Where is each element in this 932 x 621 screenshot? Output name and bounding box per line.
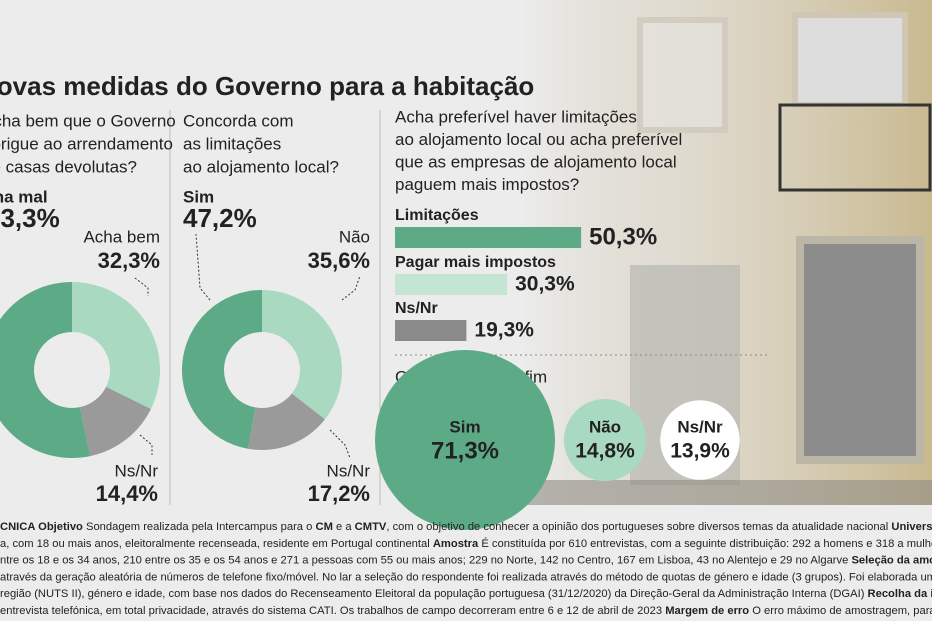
question-line: paguem mais impostos? [395, 175, 579, 194]
bar [395, 274, 508, 295]
category-label: Sim [449, 417, 480, 436]
question-line: Acha bem que o Governo [0, 111, 176, 130]
note-segment: CM [315, 521, 332, 533]
value-label: 14,4% [96, 481, 158, 506]
note-segment: ntre os 18 e os 34 anos, 210 entre os 35… [0, 555, 851, 567]
category-label: Não [589, 417, 621, 436]
value-label: 32,3% [98, 248, 160, 273]
category-label: Ns/Nr [395, 300, 438, 317]
note-segment: região (NUTS II), género e idade, com ba… [0, 588, 868, 600]
note-segment: Margem de erro [665, 605, 749, 617]
note-line: região (NUTS II), género e idade, com ba… [0, 588, 932, 600]
value-label: 17,2% [308, 481, 370, 506]
note-line: CNICA Objetivo Sondagem realizada pela I… [0, 521, 932, 533]
value-label: 30,3% [515, 273, 575, 296]
leader-line [195, 233, 211, 301]
note-segment: e a [333, 521, 355, 533]
donut-slice [262, 290, 342, 420]
bubble [660, 400, 740, 480]
leader-line [134, 277, 149, 296]
note-segment: CNICA Objetivo [0, 521, 83, 533]
note-segment: Seleção da amostra [851, 555, 932, 567]
title: Novas medidas do Governo para a habitaçã… [0, 71, 534, 101]
note-segment: entrevista telefónica, em total privacid… [0, 605, 665, 617]
question-line: obrigue ao arrendamento [0, 134, 173, 153]
value-label: 53,3% [0, 203, 60, 233]
question-line: de casas devolutas? [0, 157, 137, 176]
category-label: Sim [183, 187, 214, 206]
value-label: 71,3% [431, 437, 499, 464]
bar [395, 227, 582, 248]
note-segment: O erro máximo de amostragem, para u [749, 605, 932, 617]
value-label: 14,8% [575, 440, 635, 463]
donut-slice [79, 386, 151, 457]
bubble [563, 398, 647, 482]
bubble [374, 349, 556, 531]
note-segment: Recolha da info [868, 588, 932, 600]
note-segment: CMTV [355, 521, 387, 533]
question-line: Acha preferível haver limitações [395, 107, 637, 126]
note-line: ntre os 18 e os 34 anos, 210 entre os 35… [0, 555, 932, 567]
category-label: Ns/Nr [677, 417, 723, 436]
question-line: ao alojamento local? [183, 157, 339, 176]
category-label: Pagar mais impostos [395, 254, 556, 271]
value-label: 19,3% [474, 319, 534, 342]
category-label: Acha bem [83, 227, 160, 246]
note-segment: Sondagem realizada pela Intercampus para… [83, 521, 316, 533]
category-label: Ns/Nr [115, 461, 159, 480]
leader-line [341, 275, 361, 301]
value-label: 13,9% [670, 440, 730, 463]
category-label: Limitações [395, 207, 479, 224]
value-label: 35,6% [308, 248, 370, 273]
note-line: entrevista telefónica, em total privacid… [0, 605, 932, 617]
value-label: 47,2% [183, 203, 257, 233]
category-label: Acha mal [0, 187, 48, 206]
note-segment: É constituída por 610 entrevistas, com a… [478, 537, 932, 550]
question-line: que as empresas de alojamento local [395, 152, 677, 171]
category-label: Não [339, 227, 370, 246]
question-line: ao alojamento local ou acha preferível [395, 130, 682, 149]
note-segment: Universo [891, 521, 932, 533]
donut-slice [182, 290, 262, 449]
question-line: Concorda com [183, 111, 294, 130]
donut-slice [247, 393, 325, 450]
note-segment: , com o objetivo de conhecer a opinião d… [386, 521, 891, 533]
donut-slice [72, 282, 161, 409]
category-label: Ns/Nr [327, 461, 371, 480]
donut-slice [0, 282, 91, 458]
value-label: 50,3% [589, 223, 657, 250]
note-line: a, com 18 ou mais anos, eleitoralmente r… [0, 537, 932, 550]
note-segment: através da geração aleatória de números … [0, 571, 932, 583]
leader-line [329, 429, 351, 459]
bar [395, 320, 467, 341]
note-line: através da geração aleatória de números … [0, 571, 932, 583]
leader-line [139, 434, 153, 455]
question-line: as limitações [183, 134, 281, 153]
note-segment: Amostra [433, 538, 479, 550]
note-segment: a, com 18 ou mais anos, eleitoralmente r… [0, 538, 433, 550]
